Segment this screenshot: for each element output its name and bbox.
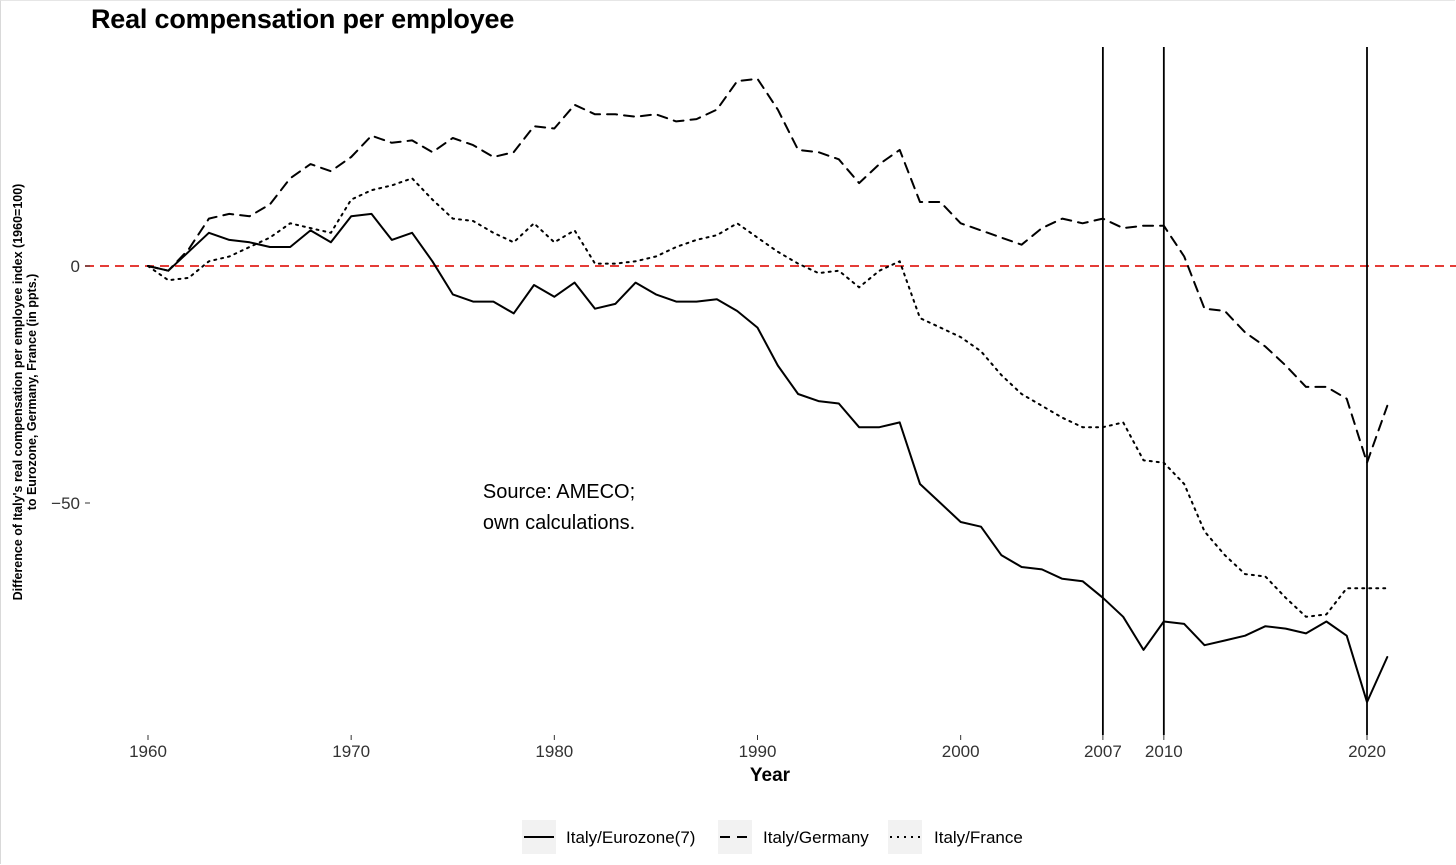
x-tick-label: 2000 <box>942 742 980 761</box>
x-axis-title: Year <box>750 765 791 786</box>
x-tick-label: 1960 <box>129 742 167 761</box>
y-axis-title: Difference of Italy's real compensation … <box>11 184 39 601</box>
series-line-dotted <box>147 177 1389 618</box>
series-layer <box>147 77 1389 704</box>
x-axis: 1960 1970 1980 1990 2000 2007 2010 2020 <box>129 735 1386 761</box>
y-tick-label: −50 <box>51 494 80 513</box>
legend-label: Italy/France <box>934 828 1023 847</box>
legend-label: Italy/Eurozone(7) <box>566 828 695 847</box>
x-tick-label: 1970 <box>332 742 370 761</box>
series-line-solid <box>147 212 1389 704</box>
chart-title: Real compensation per employee <box>91 4 515 34</box>
legend: Italy/Eurozone(7) Italy/Germany Italy/Fran… <box>522 820 1023 854</box>
y-axis-title-line-1: Difference of Italy's real compensation … <box>11 184 25 601</box>
series-line-dashed <box>147 77 1389 464</box>
y-axis-title-line-2: to Eurozone, Germany, France (in ppts.) <box>25 274 39 511</box>
source-annotation-line-2: own calculations. <box>483 512 635 534</box>
legend-label: Italy/Germany <box>763 828 869 847</box>
x-tick-label: 2010 <box>1145 742 1183 761</box>
x-tick-label: 1990 <box>739 742 777 761</box>
x-tick-label: 1980 <box>535 742 573 761</box>
x-tick-label: 2007 <box>1084 742 1122 761</box>
y-tick-label: 0 <box>71 257 80 276</box>
vertical-lines-layer <box>1101 47 1368 735</box>
source-annotation-line-1: Source: AMECO; <box>483 481 635 503</box>
y-axis: 0 −50 <box>51 257 90 513</box>
x-tick-label: 2020 <box>1348 742 1386 761</box>
